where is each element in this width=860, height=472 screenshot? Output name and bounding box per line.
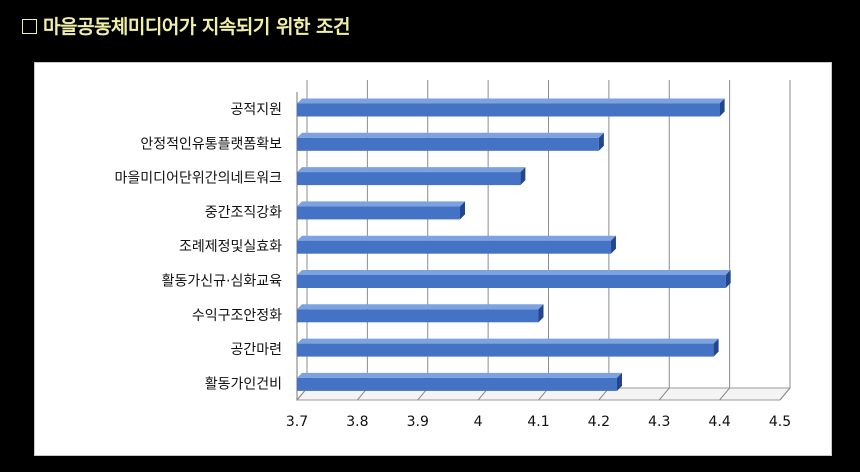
- gridline-floor: [719, 387, 731, 401]
- bar-top-face: [297, 235, 616, 241]
- gridline-floor: [779, 387, 791, 401]
- bar: [297, 240, 611, 254]
- gridline-floor: [658, 387, 670, 401]
- bar: [297, 206, 461, 220]
- x-tick-label: 4.4: [708, 414, 730, 430]
- bar-top-face: [297, 304, 544, 310]
- bar-side-face: [598, 132, 604, 151]
- bar-side-face: [610, 235, 616, 254]
- bar-side-face: [520, 167, 526, 186]
- bar: [297, 275, 726, 288]
- bar: [297, 309, 539, 323]
- category-label: 활동가신규·심화교육: [162, 274, 282, 290]
- x-tick-label: 4.1: [527, 414, 549, 430]
- category-label: 안정적인유통플랫폼확보: [140, 136, 282, 152]
- bar-top-face: [297, 167, 526, 173]
- bar-top-face: [297, 98, 725, 104]
- category-label: 조례제정및실효화: [179, 239, 282, 255]
- bar: [297, 172, 521, 186]
- category-label: 활동가인건비: [205, 376, 282, 392]
- x-tick-label: 3.7: [286, 414, 308, 430]
- bar-side-face: [719, 98, 725, 117]
- checkbox-square-icon: [22, 19, 37, 34]
- bar: [297, 103, 720, 117]
- x-tick-label: 3.9: [407, 414, 429, 430]
- bar-side-face: [616, 372, 622, 391]
- page-heading: 마을공동체미디어가 지속되기 위한 조건: [22, 12, 351, 39]
- category-label: 중간조직강화: [205, 205, 282, 221]
- bar: [297, 137, 599, 151]
- heading-text: 마을공동체미디어가 지속되기 위한 조건: [43, 16, 351, 38]
- bar-top-face: [297, 132, 604, 138]
- bar: [297, 377, 617, 391]
- category-label: 공적지원: [230, 102, 282, 118]
- bar-side-face: [725, 270, 731, 288]
- bar-side-face: [713, 338, 719, 357]
- x-tick-label: 4.5: [769, 414, 791, 430]
- bar-top-face: [297, 338, 719, 344]
- category-label: 공간마련: [230, 342, 282, 358]
- bar-side-face: [538, 304, 544, 323]
- x-tick-label: 4.2: [588, 414, 610, 430]
- bar-top-face: [297, 201, 466, 207]
- bar: [297, 343, 714, 357]
- bar-side-face: [460, 201, 466, 220]
- x-tick-label: 4: [474, 414, 483, 430]
- category-label: 마을미디어단위간의네트워크: [115, 171, 283, 187]
- x-tick-label: 4.3: [648, 414, 670, 430]
- category-label: 수익구조안정화: [192, 308, 282, 324]
- bar-top-face: [297, 372, 622, 378]
- bar-top-face: [297, 270, 731, 275]
- x-tick-label: 3.8: [346, 414, 368, 430]
